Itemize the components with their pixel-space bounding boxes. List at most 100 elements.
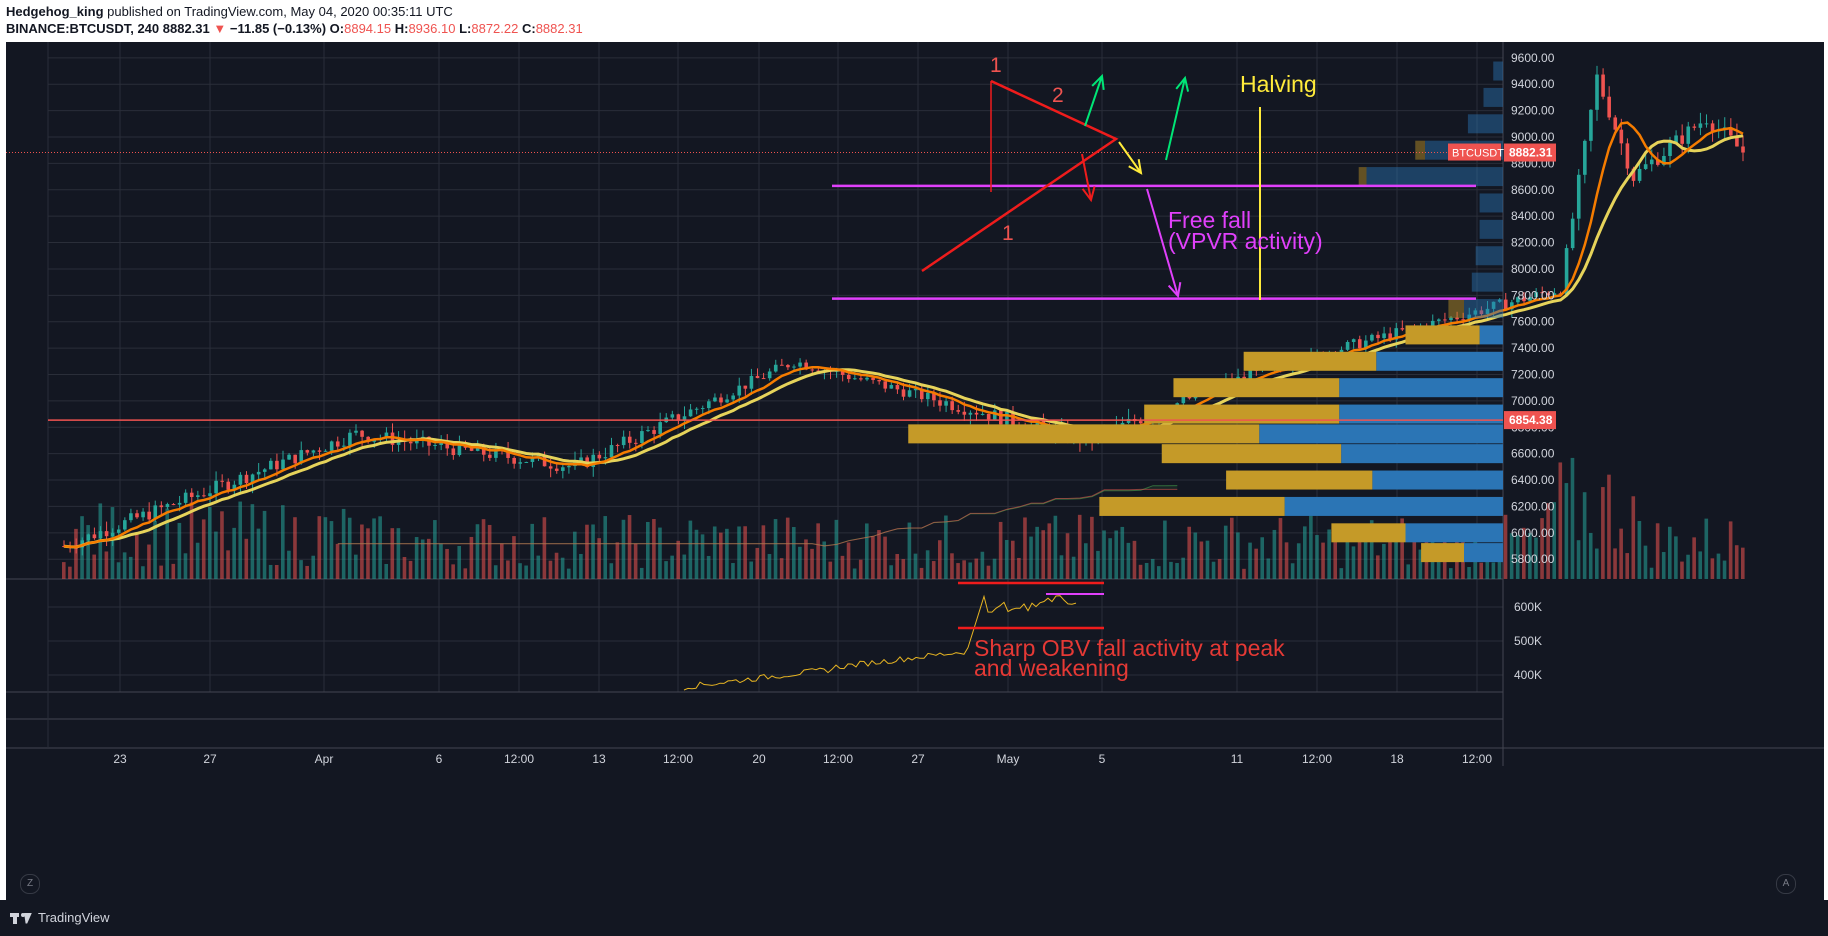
candle-body xyxy=(853,378,857,380)
volume-bar xyxy=(153,521,157,579)
candle-body xyxy=(1443,319,1447,321)
candle-body xyxy=(567,466,571,468)
profile-bar-up xyxy=(1099,496,1285,516)
volume-bar xyxy=(621,519,626,579)
candle-body xyxy=(1345,342,1350,350)
volume-bar xyxy=(925,550,930,579)
volume-bar xyxy=(1436,559,1441,579)
volume-bar xyxy=(1242,568,1246,579)
volume-bar xyxy=(968,562,973,579)
profile-bar-up xyxy=(1144,404,1340,424)
volume-bar xyxy=(986,565,991,579)
price-tag xyxy=(1504,411,1556,430)
volume-bar xyxy=(1108,538,1112,579)
open-value: 8894.15 xyxy=(344,21,392,36)
volume-bar xyxy=(281,505,285,579)
candle-body xyxy=(342,445,346,447)
volume-bar xyxy=(1126,542,1131,579)
volume-bar xyxy=(1710,558,1715,579)
time-tick-label: 18 xyxy=(1390,752,1404,766)
candle-body xyxy=(597,454,602,459)
volume-bar xyxy=(1248,542,1252,579)
volume-bar xyxy=(773,519,778,579)
volume-bar xyxy=(1449,568,1453,579)
time-tick-label: 13 xyxy=(592,752,606,766)
candle-body xyxy=(1589,109,1593,141)
volume-bar xyxy=(1607,474,1611,579)
volume-bar xyxy=(700,534,705,579)
volume-bar xyxy=(1485,556,1490,579)
tradingview-logo[interactable]: TradingView xyxy=(10,910,110,925)
candle-body xyxy=(786,365,790,368)
obv-annotation: Sharp OBV fall activity at peak xyxy=(974,635,1285,661)
volume-bar xyxy=(646,521,650,579)
volume-bar xyxy=(1193,532,1198,579)
free-fall-arrow xyxy=(1146,188,1179,297)
published-text: published on TradingView.com, May 04, 20… xyxy=(107,4,453,19)
candle-body xyxy=(676,414,681,421)
auto-scale-button[interactable]: A xyxy=(1776,874,1796,894)
candle-body xyxy=(189,492,194,498)
candle-body xyxy=(110,532,115,537)
profile-bar-up xyxy=(1405,325,1480,345)
candle-body xyxy=(980,413,985,415)
candle-body xyxy=(1662,155,1666,165)
profile-bar-up xyxy=(1421,543,1464,563)
candle-body xyxy=(755,375,760,379)
profile-bar-up xyxy=(1448,299,1464,319)
volume-bar xyxy=(524,565,528,579)
candle-body xyxy=(865,377,869,380)
candle-body xyxy=(214,480,218,494)
volume-bar xyxy=(116,562,121,579)
author-name[interactable]: Hedgehog_king xyxy=(6,4,104,19)
volume-bar xyxy=(1096,550,1100,579)
zoom-reset-button[interactable]: Z xyxy=(20,874,40,894)
volume-bar xyxy=(792,527,796,579)
candle-body xyxy=(153,505,158,520)
volume-bar xyxy=(451,564,455,579)
volume-bar xyxy=(597,538,601,579)
high-value: 8936.10 xyxy=(408,21,456,36)
candle-body xyxy=(1601,74,1605,97)
candle-body xyxy=(1491,301,1496,309)
candle-body xyxy=(524,461,529,463)
volume-bar xyxy=(1363,538,1368,579)
change-arrow: ▼ xyxy=(213,21,227,36)
candle-body xyxy=(1503,299,1508,310)
breakout-arrow-head xyxy=(1175,75,1190,92)
volume-bar xyxy=(1540,518,1544,579)
moving-average-fast xyxy=(63,121,1744,549)
volume-bar xyxy=(1303,526,1307,579)
volume-bar xyxy=(347,517,352,579)
candle-body xyxy=(494,449,498,458)
time-tick-label: 12:00 xyxy=(663,752,693,766)
price-tick-label: 9000.00 xyxy=(1511,130,1555,144)
price-chart[interactable]: 1 2 1 Halving Free fall(VPVR activity) Sharp … xyxy=(6,42,1824,900)
time-tick-label: 5 xyxy=(1099,752,1106,766)
volume-bar xyxy=(682,554,687,579)
candle-body xyxy=(530,456,535,462)
candle-body xyxy=(116,529,121,533)
price-tick-label: 7000.00 xyxy=(1511,394,1555,408)
volume-bar xyxy=(475,524,480,579)
volume-bar xyxy=(1479,562,1484,579)
candle-body xyxy=(1005,411,1009,425)
candle-body xyxy=(1516,297,1520,303)
volume-bar xyxy=(810,548,814,579)
volume-bar xyxy=(518,563,522,579)
price-tick-label: 8400.00 xyxy=(1511,209,1555,223)
candle-body xyxy=(956,410,961,412)
price-axis: 9600.009400.009200.009000.008800.008600.… xyxy=(1448,51,1556,682)
volume-bar xyxy=(232,527,236,579)
candle-body xyxy=(579,457,583,462)
candle-body xyxy=(141,511,145,518)
volume-bar xyxy=(1339,568,1344,579)
chart-background xyxy=(6,42,1824,900)
volume-bar xyxy=(366,528,370,579)
candle-body xyxy=(1674,135,1678,143)
volume-bar xyxy=(1716,553,1721,579)
volume-bar xyxy=(1728,521,1733,579)
volume-bar xyxy=(998,521,1003,579)
candle-body xyxy=(1248,369,1253,383)
volume-bar xyxy=(962,560,966,579)
